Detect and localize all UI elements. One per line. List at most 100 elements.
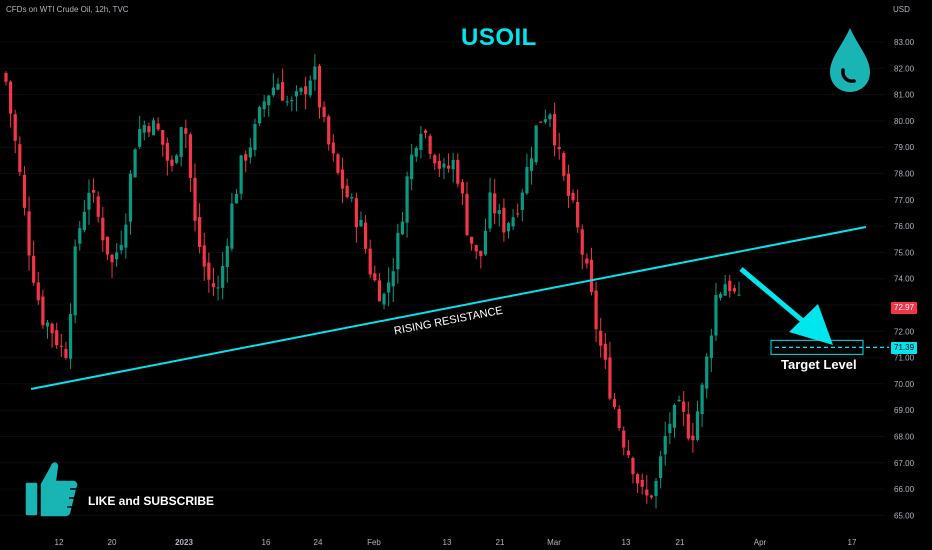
candle-body xyxy=(142,125,146,133)
candle-body xyxy=(682,401,686,412)
candle-body xyxy=(391,271,395,287)
candle-body xyxy=(82,211,86,231)
candle-body xyxy=(313,66,317,80)
candle-body xyxy=(294,91,299,97)
candle-body xyxy=(165,142,169,161)
candle-body xyxy=(548,114,552,120)
y-tick-label: 81.00 xyxy=(894,91,915,100)
candle-body xyxy=(557,146,561,150)
candle-body xyxy=(497,210,501,214)
candle-body xyxy=(451,159,455,170)
candle-body xyxy=(271,87,275,96)
x-tick-label: 13 xyxy=(622,538,631,547)
candle-body xyxy=(456,159,460,184)
candle-body xyxy=(179,127,183,157)
candle-body xyxy=(585,258,589,264)
x-tick-label: 21 xyxy=(496,538,505,547)
y-tick-label: 67.00 xyxy=(894,459,915,468)
candle-body xyxy=(45,322,50,327)
y-tick-label: 74.00 xyxy=(894,275,915,284)
y-tick-label: 78.00 xyxy=(894,170,915,179)
gridlines xyxy=(0,41,885,516)
y-axis: 83.00 82.00 81.00 80.00 79.00 78.00 77.00 76.00… xyxy=(894,38,915,520)
x-tick-label: Mar xyxy=(547,538,561,547)
candle-body xyxy=(128,173,133,222)
candle-body xyxy=(59,345,63,347)
candle-body xyxy=(156,123,160,130)
candle-body xyxy=(257,107,262,124)
candle-body xyxy=(253,124,257,150)
resistance-label: RISING RESISTANCE xyxy=(393,305,504,338)
x-tick-label: 13 xyxy=(443,538,452,547)
candle-body xyxy=(737,294,741,296)
candle-body xyxy=(663,436,667,455)
candle-body xyxy=(483,230,488,255)
candle-body xyxy=(225,245,229,268)
candle-body xyxy=(695,411,700,440)
candle-body xyxy=(248,147,252,158)
x-tick-label: 17 xyxy=(848,538,857,547)
y-tick-label: 68.00 xyxy=(894,433,915,442)
candle-body xyxy=(138,129,142,147)
candle-body xyxy=(290,99,294,102)
x-tick-label: 2023 xyxy=(175,538,193,547)
candle-body xyxy=(377,280,382,302)
y-tick-label: 75.00 xyxy=(894,248,915,257)
candle-body xyxy=(428,135,432,154)
candle-body xyxy=(580,229,584,255)
candle-body xyxy=(465,193,469,236)
down-arrow-head xyxy=(789,304,833,345)
annotations: RISING RESISTANCE xyxy=(30,226,889,390)
candle-body xyxy=(304,86,308,95)
y-tick-label: 70.00 xyxy=(894,380,915,389)
candle-body xyxy=(645,489,649,496)
candle-body xyxy=(317,65,322,108)
candle-body xyxy=(520,192,524,210)
candle-body xyxy=(55,330,59,346)
candle-body xyxy=(13,114,17,141)
candle-body xyxy=(73,246,77,316)
x-tick-label: Apr xyxy=(754,538,767,547)
candle-body xyxy=(345,185,349,198)
candle-body xyxy=(419,133,423,150)
y-tick-label: 82.00 xyxy=(894,64,915,73)
candle-body xyxy=(363,222,368,249)
candle-body xyxy=(267,95,271,106)
candle-body xyxy=(626,450,630,456)
candles xyxy=(4,54,741,509)
candle-body xyxy=(470,236,474,244)
candle-body xyxy=(188,134,193,178)
candle-body xyxy=(64,348,68,359)
candle-body xyxy=(340,169,345,189)
y-tick-label: 71.00 xyxy=(894,354,915,363)
candle-body xyxy=(525,167,529,194)
candle-body xyxy=(133,149,137,178)
candle-body xyxy=(36,282,40,301)
candle-body xyxy=(32,255,36,283)
oil-drop-icon xyxy=(830,28,870,92)
candle-body xyxy=(659,456,663,479)
y-tick-label: 65.00 xyxy=(894,511,915,520)
candle-body xyxy=(686,414,690,439)
currency-label: USD xyxy=(893,5,910,14)
candle-body xyxy=(151,120,156,136)
candle-body xyxy=(442,163,446,168)
candle-body xyxy=(539,121,543,123)
candle-body xyxy=(728,280,732,292)
y-tick-label: 66.00 xyxy=(894,485,915,494)
candle-body xyxy=(336,154,340,173)
candle-body xyxy=(184,128,188,134)
candle-body xyxy=(516,213,520,215)
candle-body xyxy=(635,474,640,484)
candle-body xyxy=(101,217,105,241)
candle-body xyxy=(732,288,736,292)
candle-body xyxy=(221,265,225,288)
candle-body xyxy=(105,236,110,255)
candle-body xyxy=(566,173,571,196)
candle-body xyxy=(331,142,335,154)
candle-body xyxy=(622,430,626,448)
candle-body xyxy=(612,399,617,407)
candle-body xyxy=(193,177,197,221)
candle-body xyxy=(170,159,174,166)
